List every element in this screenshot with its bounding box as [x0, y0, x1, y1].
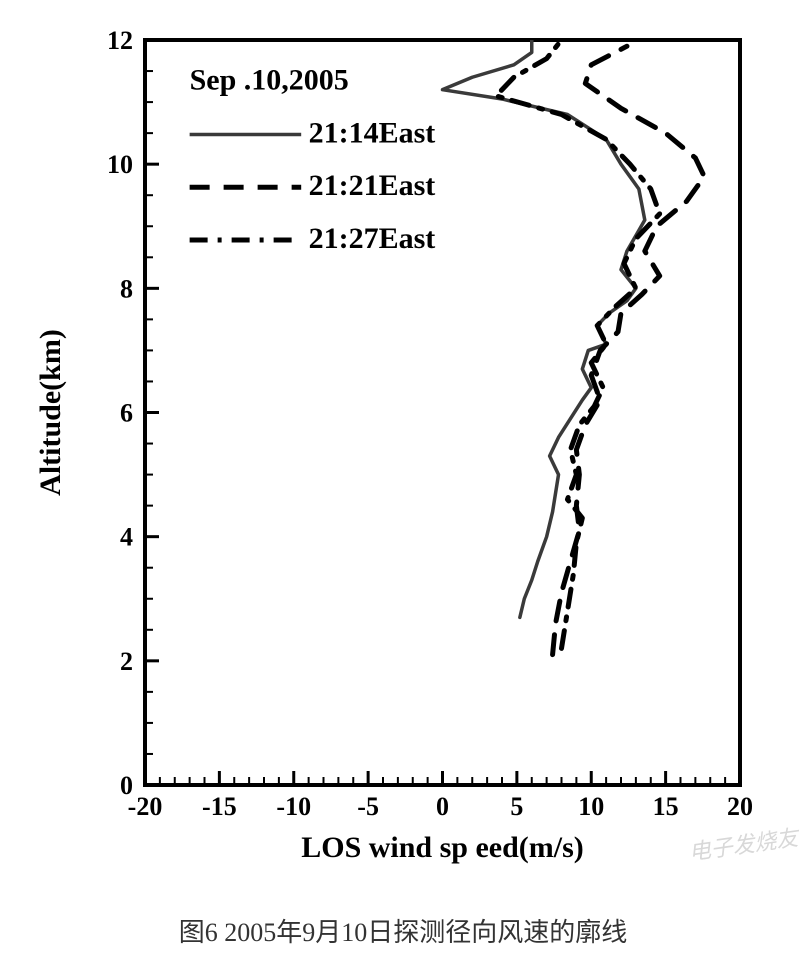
x-tick-label: 5 — [510, 792, 523, 821]
y-tick-label: 2 — [120, 647, 133, 676]
x-tick-label: -15 — [202, 792, 237, 821]
x-axis-label: LOS wind sp eed(m/s) — [301, 831, 584, 864]
y-axis-label: Altitude(km) — [34, 329, 67, 496]
y-tick-label: 0 — [120, 771, 133, 800]
x-tick-label: 15 — [653, 792, 679, 821]
x-tick-label: 0 — [436, 792, 449, 821]
y-tick-label: 4 — [120, 523, 133, 552]
x-tick-label: 10 — [578, 792, 604, 821]
legend-label-0: 21:14East — [309, 116, 436, 149]
y-tick-label: 6 — [120, 399, 133, 428]
figure-caption: 图6 2005年9月10日探测径向风速的廓线 — [0, 912, 806, 949]
legend-label-1: 21:21East — [309, 169, 436, 202]
legend-title: Sep .10,2005 — [190, 64, 349, 97]
x-tick-label: -5 — [357, 792, 379, 821]
wind-profile-chart: 电子发烧友-20-15-10-505101520LOS wind sp eed(… — [0, 10, 806, 870]
legend-label-2: 21:27East — [309, 222, 436, 255]
y-tick-label: 10 — [107, 150, 133, 179]
y-tick-label: 8 — [120, 274, 133, 303]
x-tick-label: -10 — [276, 792, 311, 821]
figure-container: 电子发烧友-20-15-10-505101520LOS wind sp eed(… — [0, 0, 806, 966]
y-tick-label: 12 — [107, 26, 133, 55]
x-tick-label: 20 — [727, 792, 753, 821]
